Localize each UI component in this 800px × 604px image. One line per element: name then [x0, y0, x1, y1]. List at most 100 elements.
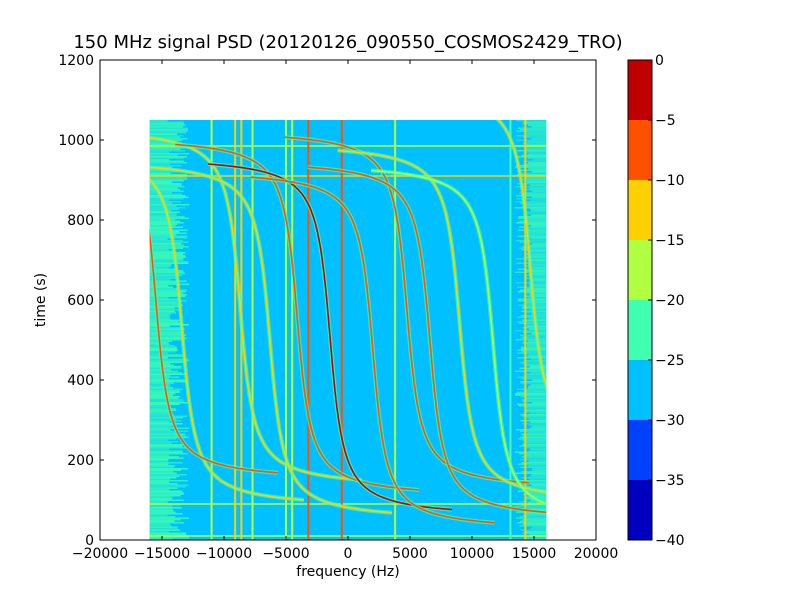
edge-noise-right [522, 246, 547, 248]
edge-noise-right [530, 421, 547, 423]
edge-noise-right [528, 297, 547, 299]
edge-noise-left [149, 511, 176, 513]
edge-noise-left [149, 234, 177, 236]
edge-noise-left [149, 148, 181, 150]
edge-noise-right [522, 439, 547, 441]
edge-noise-right [521, 481, 547, 483]
edge-noise-left [149, 421, 170, 423]
edge-noise-left [149, 246, 189, 248]
edge-noise-right [520, 420, 547, 422]
edge-noise-left [149, 121, 184, 123]
edge-noise-left [149, 424, 173, 426]
edge-noise-right [516, 135, 547, 137]
edge-noise-right [514, 207, 547, 209]
edge-noise-right [530, 276, 547, 278]
edge-noise-left [149, 154, 178, 156]
colorbar-segment [628, 360, 652, 420]
edge-noise-right [519, 241, 547, 243]
edge-noise-right [525, 177, 547, 179]
edge-noise-left [149, 165, 182, 167]
edge-noise-left [149, 312, 177, 314]
edge-noise-left [149, 252, 186, 254]
edge-noise-right [529, 273, 547, 275]
edge-noise-right [521, 486, 547, 488]
edge-noise-left [149, 288, 178, 290]
edge-noise-right [521, 456, 547, 458]
edge-noise-right [529, 427, 547, 429]
edge-noise-right [517, 127, 547, 129]
edge-noise-right [517, 229, 547, 231]
y-tick-label: 800 [67, 213, 94, 229]
edge-noise-right [530, 255, 547, 257]
doppler-trace [337, 149, 547, 493]
colorbar-segment [628, 420, 652, 480]
background-noise [149, 120, 547, 540]
edge-noise-left [149, 468, 188, 470]
y-tick-label: 1200 [58, 53, 94, 69]
edge-noise-right [523, 538, 547, 540]
edge-noise-left [149, 280, 187, 282]
edge-noise-right [516, 391, 547, 393]
edge-noise-right [516, 198, 547, 200]
edge-noise-left [149, 432, 178, 434]
edge-noise-right [527, 507, 547, 509]
edge-noise-left [149, 289, 187, 291]
y-tick-label: 1000 [58, 133, 94, 149]
colorbar-tick-label: −35 [655, 473, 685, 489]
edge-noise-left [149, 496, 173, 498]
edge-noise-left [149, 459, 169, 461]
edge-noise-right [523, 189, 547, 191]
edge-noise-right [527, 387, 547, 389]
edge-noise-left [149, 294, 187, 296]
x-tick-label: −15000 [134, 546, 190, 562]
edge-noise-right [529, 285, 547, 287]
edge-noise-right [528, 418, 547, 420]
colorbar-tick-label: −30 [655, 413, 685, 429]
edge-noise-left [149, 454, 170, 456]
edge-noise-right [521, 348, 547, 350]
edge-noise-right [516, 156, 547, 158]
colorbar-tick-label: −40 [655, 533, 685, 549]
edge-noise-right [531, 196, 547, 198]
edge-noise-right [524, 204, 547, 206]
edge-noise-right [526, 457, 547, 459]
colorbar-segment [628, 120, 652, 180]
edge-noise-left [149, 537, 190, 539]
edge-noise-left [149, 130, 188, 132]
edge-noise-left [149, 528, 178, 530]
edge-noise-left [149, 316, 170, 318]
edge-noise-left [149, 222, 184, 224]
edge-noise-left [149, 190, 185, 192]
edge-noise-left [149, 198, 184, 200]
edge-noise-left [149, 474, 187, 476]
edge-noise-left [149, 507, 182, 509]
edge-noise-left [149, 178, 188, 180]
edge-noise-left [149, 439, 168, 441]
edge-noise-right [519, 367, 547, 369]
edge-noise-left [149, 351, 177, 353]
doppler-trace [149, 178, 304, 501]
edge-noise-left [149, 129, 188, 131]
edge-noise-left [149, 387, 173, 389]
edge-noise-left [149, 223, 178, 225]
edge-noise-right [514, 370, 547, 372]
edge-noise-right [523, 136, 547, 138]
colorbar-segment [628, 180, 652, 240]
edge-noise-left [149, 313, 172, 315]
edge-noise-right [522, 415, 547, 417]
edge-noise-left [149, 214, 177, 216]
edge-noise-right [521, 462, 547, 464]
edge-noise-left [149, 189, 180, 191]
edge-noise-left [149, 171, 179, 173]
edge-noise-left [149, 120, 168, 122]
edge-noise-right [527, 292, 547, 294]
edge-noise-right [531, 469, 547, 471]
edge-noise-left [149, 403, 180, 405]
edge-noise-right [528, 450, 547, 452]
edge-noise-right [520, 520, 547, 522]
edge-noise-right [524, 193, 547, 195]
edge-noise-right [520, 129, 547, 131]
edge-noise-left [149, 220, 181, 222]
edge-noise-right [518, 438, 547, 440]
edge-noise-left [149, 318, 171, 320]
